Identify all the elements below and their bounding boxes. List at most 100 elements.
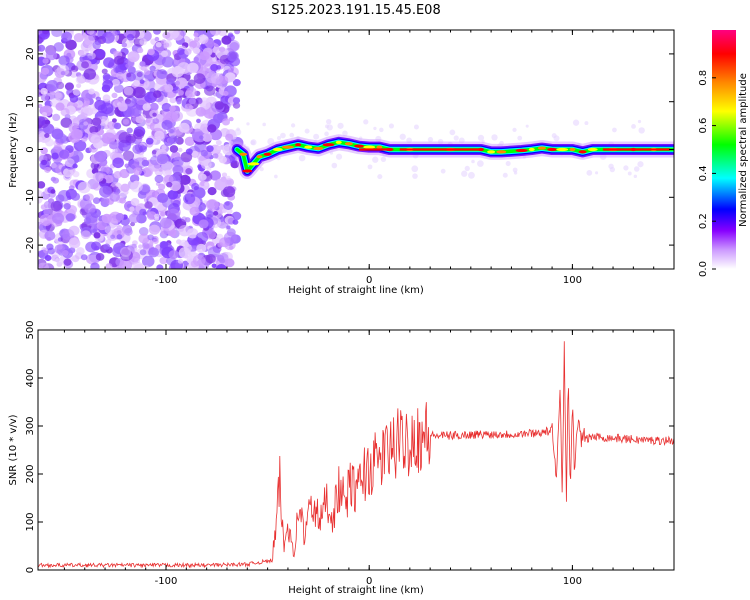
spectrogram-cell bbox=[90, 134, 101, 145]
spectrogram-cell bbox=[453, 135, 459, 141]
spectrogram-cell bbox=[40, 147, 48, 155]
spectrogram-cell bbox=[584, 121, 589, 126]
spectrogram-cell bbox=[105, 263, 113, 269]
spectrogram-cell bbox=[40, 87, 48, 95]
spectrogram-cell bbox=[110, 234, 116, 239]
spectrogram-cell bbox=[59, 149, 70, 160]
spectrogram-cell bbox=[141, 159, 150, 167]
spectrogram-cell bbox=[60, 71, 66, 76]
spectrogram-cell bbox=[123, 86, 134, 96]
spectrogram-cell bbox=[103, 243, 111, 250]
spectrogram-cell bbox=[224, 178, 234, 187]
spectrogram-cell bbox=[44, 230, 56, 241]
spectrogram-cell bbox=[188, 40, 198, 49]
spectrogram-cell bbox=[185, 148, 193, 155]
spectrogram-cell bbox=[58, 55, 70, 66]
spectrogram-cell bbox=[154, 36, 160, 42]
spectrogram-cell bbox=[160, 50, 169, 58]
spectrogram-cell bbox=[198, 135, 204, 140]
spectrogram-cell bbox=[88, 88, 95, 95]
spectrogram-cell bbox=[367, 164, 373, 170]
spectrogram-cell bbox=[72, 88, 81, 96]
spectrogram-cell bbox=[313, 133, 320, 140]
spectrogram-cell bbox=[102, 132, 116, 145]
spectrogram-cell bbox=[101, 213, 112, 224]
ridge-peak bbox=[335, 140, 342, 144]
spectrogram-cell bbox=[92, 228, 97, 233]
spectrogram-cell bbox=[440, 168, 446, 174]
spectrogram-cell bbox=[125, 63, 131, 69]
spectrogram-cell bbox=[169, 128, 174, 134]
spectrogram-cell bbox=[139, 249, 147, 256]
spectrogram-cell bbox=[41, 111, 47, 117]
spectrogram-cell bbox=[95, 49, 106, 59]
spectrogram-cell bbox=[134, 257, 141, 264]
spectrogram-cell bbox=[70, 192, 81, 201]
spectrogram-cell bbox=[72, 163, 78, 169]
spectrogram-cell bbox=[109, 141, 118, 150]
ridge-peak bbox=[354, 144, 365, 148]
spectrogram-cell bbox=[38, 104, 43, 109]
spectrogram-cell bbox=[46, 80, 59, 92]
spectrogram-cell bbox=[413, 124, 419, 130]
spectral-ridge bbox=[229, 134, 674, 179]
spectrogram-cell bbox=[152, 238, 159, 244]
spectrogram-cell bbox=[195, 118, 201, 124]
spectrogram-cell bbox=[113, 55, 125, 66]
ridge-peak bbox=[537, 146, 546, 150]
spectrogram-cell bbox=[139, 145, 147, 153]
spectrogram-cell bbox=[45, 138, 54, 147]
spectrogram-cell bbox=[159, 256, 168, 265]
spectrogram-xlabel: Height of straight line (km) bbox=[288, 285, 424, 296]
spectrogram-cell bbox=[449, 129, 456, 136]
spectrogram-cell bbox=[200, 149, 208, 157]
ridge-peak bbox=[528, 147, 535, 152]
y-tick-label: 300 bbox=[25, 416, 36, 435]
spectrogram-cell bbox=[119, 246, 132, 257]
spectrogram-cell bbox=[227, 50, 239, 62]
spectrogram-cell bbox=[141, 255, 155, 268]
x-tick-label: 100 bbox=[563, 275, 582, 286]
y-tick-label: 20 bbox=[25, 48, 36, 61]
spectrogram-cell bbox=[145, 137, 154, 145]
spectrogram-cell bbox=[133, 79, 141, 87]
colorbar-ticks: 0.0 0.2 0.4 0.6 0.8 bbox=[698, 70, 716, 277]
spectrogram-cell bbox=[169, 180, 181, 192]
spectrogram-cell bbox=[151, 149, 157, 155]
ridge-peak bbox=[322, 143, 335, 147]
spectrogram-cell bbox=[586, 169, 593, 176]
ridge-peak bbox=[281, 145, 294, 149]
spectrogram-cell bbox=[39, 214, 53, 226]
spectrogram-cell bbox=[167, 30, 180, 39]
spectrogram-cell bbox=[168, 250, 179, 260]
spectrogram-cell bbox=[94, 99, 106, 111]
spectrogram-cell bbox=[101, 68, 108, 75]
spectrogram-cell bbox=[185, 87, 197, 98]
spectrogram-cell bbox=[228, 116, 234, 122]
spectrogram-cell bbox=[118, 102, 128, 112]
spectrogram-cell bbox=[517, 135, 523, 141]
spectrogram-cell bbox=[211, 263, 217, 268]
spectrogram-cell bbox=[50, 189, 56, 194]
spectrogram-cell bbox=[144, 201, 153, 209]
spectrogram-cell bbox=[38, 181, 46, 189]
x-tick-label: -100 bbox=[155, 275, 178, 286]
spectrogram-cell bbox=[115, 213, 125, 221]
ridge-peak bbox=[247, 162, 260, 166]
spectrogram-cell bbox=[92, 41, 101, 50]
spectrogram-cell bbox=[155, 42, 162, 48]
spectrogram-cell bbox=[62, 249, 69, 256]
spectrogram-cell bbox=[122, 150, 135, 161]
spectrogram-cell bbox=[60, 117, 73, 128]
spectrogram-cell bbox=[112, 30, 118, 36]
spectrogram-cell bbox=[637, 119, 642, 124]
spectrogram-cell bbox=[280, 132, 286, 139]
spectrogram-cell bbox=[373, 126, 377, 131]
spectrogram-cell bbox=[113, 122, 122, 130]
spectrogram-cell bbox=[412, 173, 418, 179]
spectrogram-cell bbox=[41, 30, 50, 35]
spectrogram-cell bbox=[51, 152, 59, 160]
spectrogram-cell bbox=[214, 178, 228, 191]
spectrogram-cell bbox=[164, 42, 170, 48]
spectrogram-cell bbox=[105, 239, 112, 245]
